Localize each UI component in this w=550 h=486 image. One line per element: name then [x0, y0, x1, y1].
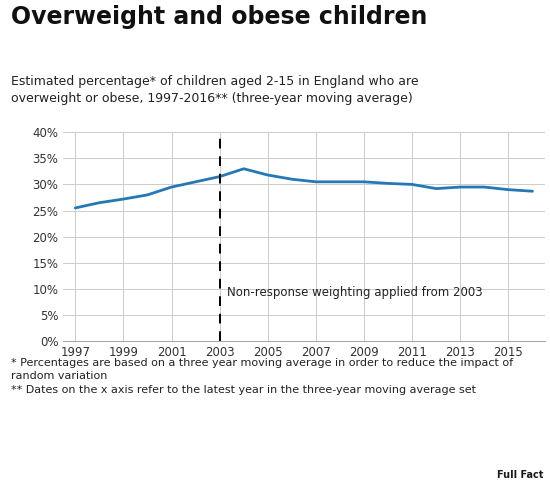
Text: Estimated percentage* of children aged 2-15 in England who are
overweight or obe: Estimated percentage* of children aged 2…	[11, 75, 419, 105]
Polygon shape	[487, 431, 550, 486]
Text: Full Fact: Full Fact	[497, 470, 543, 480]
Text: NHS Digital, Health Survey for England 2016: Children’s health, Table 4
(Decembe: NHS Digital, Health Survey for England 2…	[52, 435, 478, 463]
Text: Source:: Source:	[11, 435, 62, 448]
Text: Non-response weighting applied from 2003: Non-response weighting applied from 2003	[227, 286, 482, 299]
Text: Overweight and obese children: Overweight and obese children	[11, 5, 427, 29]
Text: * Percentages are based on a three year moving average in order to reduce the im: * Percentages are based on a three year …	[11, 358, 513, 395]
